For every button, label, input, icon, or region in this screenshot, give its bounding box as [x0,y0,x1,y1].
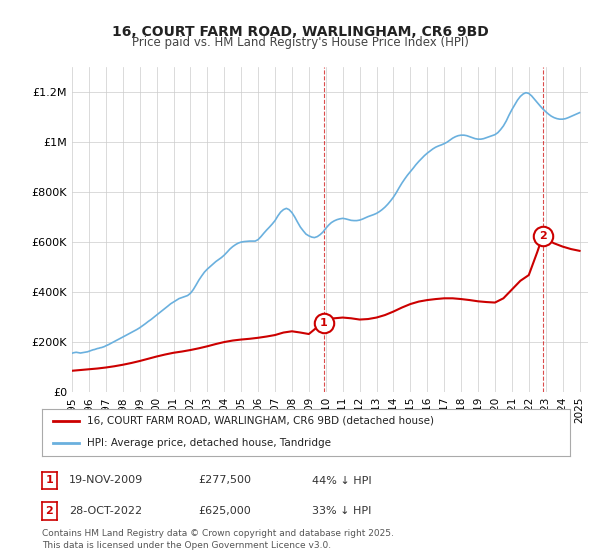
Text: 16, COURT FARM ROAD, WARLINGHAM, CR6 9BD: 16, COURT FARM ROAD, WARLINGHAM, CR6 9BD [112,25,488,39]
Text: Price paid vs. HM Land Registry's House Price Index (HPI): Price paid vs. HM Land Registry's House … [131,36,469,49]
Text: 33% ↓ HPI: 33% ↓ HPI [312,506,371,516]
Text: 16, COURT FARM ROAD, WARLINGHAM, CR6 9BD (detached house): 16, COURT FARM ROAD, WARLINGHAM, CR6 9BD… [87,416,434,426]
Text: 19-NOV-2009: 19-NOV-2009 [69,475,143,486]
Text: 44% ↓ HPI: 44% ↓ HPI [312,475,371,486]
Text: 1: 1 [46,475,53,486]
Text: 1: 1 [320,318,328,328]
Text: £625,000: £625,000 [198,506,251,516]
Text: £277,500: £277,500 [198,475,251,486]
Text: Contains HM Land Registry data © Crown copyright and database right 2025.
This d: Contains HM Land Registry data © Crown c… [42,529,394,550]
Text: 2: 2 [539,231,547,241]
Text: 2: 2 [46,506,53,516]
Text: 28-OCT-2022: 28-OCT-2022 [69,506,142,516]
Text: HPI: Average price, detached house, Tandridge: HPI: Average price, detached house, Tand… [87,438,331,448]
